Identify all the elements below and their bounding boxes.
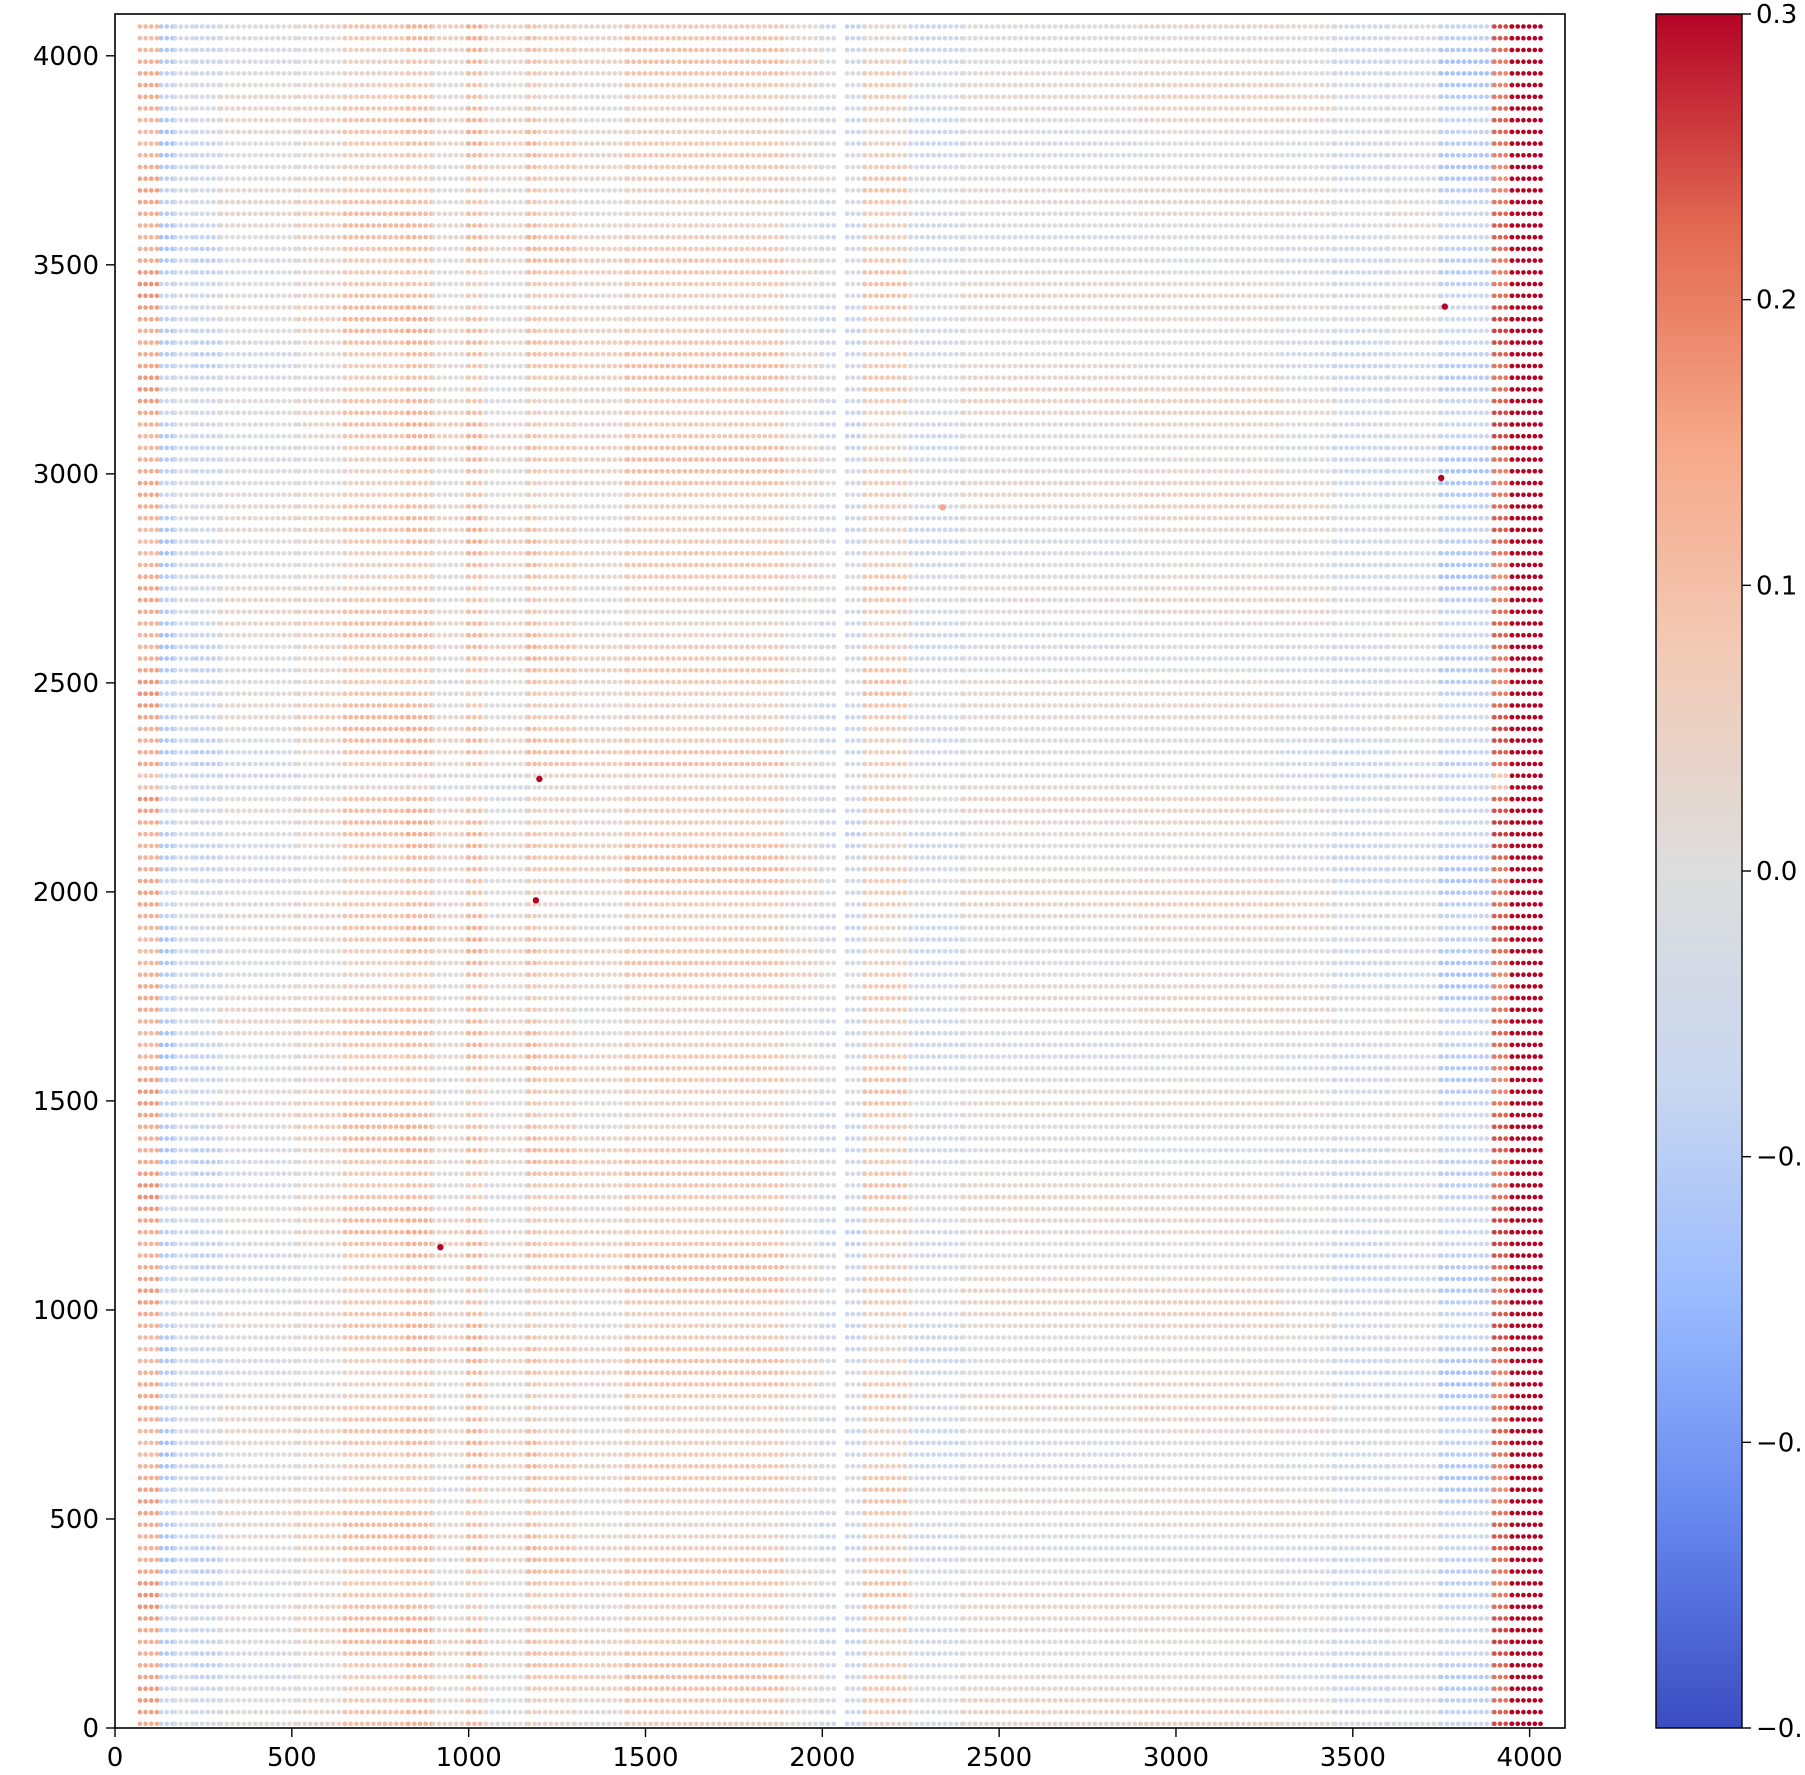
data-stripe	[625, 24, 790, 1727]
y-tick-label: 3000	[33, 460, 99, 490]
data-stripe	[172, 24, 199, 1727]
data-stripe	[1332, 24, 1391, 1727]
data-stripe	[1385, 24, 1444, 1727]
colorbar	[1655, 13, 1743, 1729]
data-stripe	[537, 24, 578, 1727]
data-stripe	[1509, 24, 1547, 1727]
data-stripe	[296, 24, 348, 1727]
outlier-point	[939, 504, 946, 511]
x-tick-label: 1000	[436, 1743, 502, 1773]
data-stripe	[406, 24, 436, 1727]
y-tick-label: 2500	[33, 669, 99, 699]
data-stripe	[819, 24, 839, 1727]
colorbar-tick-label: 0.3	[1756, 0, 1797, 30]
y-tick-label: 2000	[33, 878, 99, 908]
data-stripe	[862, 24, 914, 1727]
y-tick-label: 4000	[33, 42, 99, 72]
data-stripe	[218, 24, 302, 1727]
x-tick-label: 3000	[1143, 1743, 1209, 1773]
y-tick-label: 3500	[33, 251, 99, 281]
colorbar-tick-label: 0.1	[1756, 571, 1797, 601]
colorbar-tick-label: 0.0	[1756, 857, 1797, 887]
colorbar-tick-label: −0.	[1756, 1143, 1803, 1173]
data-stripe	[1279, 24, 1338, 1727]
data-stripe	[572, 24, 631, 1727]
x-tick-label: 2500	[966, 1743, 1032, 1773]
data-stripe	[158, 24, 178, 1727]
x-tick-label: 500	[267, 1743, 317, 1773]
colorbar-axis: −0. −0. −0. 0.0 0.1 0.2 0.3	[1742, 0, 1803, 1744]
outlier-point	[437, 1244, 444, 1251]
y-tick-label: 0	[82, 1714, 99, 1744]
outlier-point	[536, 775, 543, 783]
y-tick-label: 1000	[33, 1296, 99, 1326]
x-tick-label: 4000	[1497, 1743, 1563, 1773]
plot-frame	[114, 13, 1566, 1729]
outlier-point	[1441, 303, 1449, 310]
y-tick-label: 500	[49, 1505, 99, 1535]
data-stripe	[1438, 24, 1497, 1727]
data-stripe	[194, 24, 224, 1727]
colorbar-tick-label: 0.2	[1756, 286, 1797, 316]
y-tick-label: 1500	[33, 1087, 99, 1117]
data-stripe	[137, 24, 164, 1727]
x-axis: 0 500 1000 1500 2000 2500 3000 3500 4000	[107, 1728, 1563, 1773]
plot-area	[137, 24, 1547, 1727]
x-tick-label: 0	[107, 1743, 124, 1773]
data-stripe	[784, 24, 825, 1727]
x-tick-label: 3500	[1320, 1743, 1386, 1773]
data-stripe	[1138, 24, 1285, 1727]
y-axis: 0 500 1000 1500 2000 2500 3000 3500 4000	[33, 42, 115, 1744]
data-stripe	[430, 24, 472, 1727]
colorbar-tick-label: −0.	[1756, 1428, 1803, 1458]
data-stripe	[342, 24, 411, 1727]
data-stripe	[483, 24, 532, 1727]
outlier-point	[1438, 474, 1445, 482]
data-stripe	[908, 24, 967, 1727]
outlier-point	[532, 897, 540, 904]
x-tick-label: 1500	[612, 1743, 678, 1773]
x-tick-label: 2000	[789, 1743, 855, 1773]
data-stripe	[961, 24, 1143, 1727]
data-stripe	[526, 24, 542, 1727]
colorbar-tick-label: −0.	[1756, 1714, 1803, 1744]
